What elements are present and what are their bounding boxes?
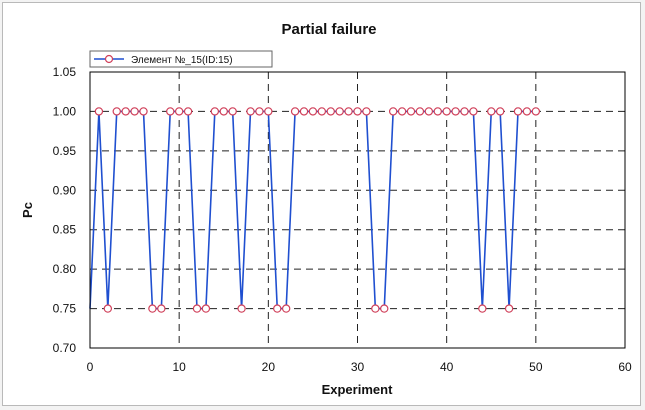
legend-box <box>89 50 273 68</box>
data-point <box>504 304 514 313</box>
data-point <box>139 107 148 116</box>
chart-title: Partial failure <box>281 21 376 38</box>
x-tick-label: 10 <box>172 360 186 374</box>
data-point <box>103 304 113 313</box>
data-point <box>451 107 460 116</box>
data-point <box>406 107 416 116</box>
data-point <box>513 107 523 116</box>
x-tick-label: 50 <box>529 360 543 374</box>
data-point <box>157 304 166 313</box>
x-axis-label: Experiment <box>322 382 393 397</box>
series-group <box>89 107 541 313</box>
data-point <box>353 107 362 116</box>
legend-marker-sample <box>104 54 114 64</box>
data-point <box>308 107 318 116</box>
data-point <box>228 107 237 116</box>
y-axis-ticks: 0.70 0.75 0.80 0.85 0.90 0.95 1.00 1.05 <box>53 65 77 355</box>
y-tick-label: 1.05 <box>53 65 77 79</box>
data-point <box>183 107 193 116</box>
data-point <box>415 107 425 116</box>
data-point <box>174 107 184 116</box>
data-point <box>531 107 541 116</box>
data-point <box>166 107 175 116</box>
data-point <box>362 107 371 116</box>
data-point <box>397 107 407 116</box>
data-point <box>299 107 309 116</box>
y-tick-label: 0.75 <box>53 302 77 316</box>
y-tick-label: 0.80 <box>53 262 77 276</box>
data-point <box>495 107 505 116</box>
data-point <box>219 107 228 116</box>
data-point <box>344 107 353 116</box>
data-point <box>121 107 130 116</box>
x-axis-ticks: 0 10 20 30 40 50 60 <box>87 360 632 374</box>
data-point <box>522 107 532 116</box>
x-tick-label: 20 <box>262 360 276 374</box>
data-point <box>192 304 202 313</box>
y-tick-label: 0.70 <box>53 341 77 355</box>
data-point <box>380 304 389 313</box>
data-point <box>246 107 255 116</box>
x-tick-label: 40 <box>440 360 454 374</box>
data-point <box>201 304 211 313</box>
data-point <box>388 107 398 116</box>
data-point <box>112 107 121 116</box>
x-tick-label: 60 <box>618 360 632 374</box>
data-point <box>371 304 380 313</box>
data-point <box>317 107 327 116</box>
data-point <box>442 107 451 116</box>
y-tick-label: 1.00 <box>53 104 77 118</box>
plot-area <box>89 71 626 349</box>
data-point <box>273 304 282 313</box>
y-tick-label: 0.95 <box>53 144 77 158</box>
x-tick-label: 30 <box>351 360 365 374</box>
data-point <box>210 107 220 116</box>
data-point <box>130 107 139 116</box>
data-point <box>148 304 157 313</box>
data-point <box>94 107 104 116</box>
plot-border <box>89 71 626 349</box>
y-axis-label: Pc <box>20 202 35 218</box>
data-point <box>335 107 344 116</box>
data-point <box>460 107 469 116</box>
legend: Элемент №_15(ID:15) <box>89 50 273 68</box>
legend-label: Элемент №_15(ID:15) <box>131 55 233 66</box>
data-point <box>424 107 434 116</box>
data-point <box>237 304 246 313</box>
data-point <box>433 107 442 116</box>
y-tick-label: 0.85 <box>53 223 77 237</box>
data-point <box>487 107 496 116</box>
data-point <box>290 107 300 116</box>
data-point <box>281 304 291 313</box>
data-point <box>326 107 335 116</box>
data-point <box>264 107 273 116</box>
data-point <box>478 304 487 313</box>
data-point <box>255 107 264 116</box>
data-point <box>469 107 478 116</box>
x-tick-label: 0 <box>87 360 94 374</box>
y-tick-label: 0.90 <box>53 183 77 197</box>
